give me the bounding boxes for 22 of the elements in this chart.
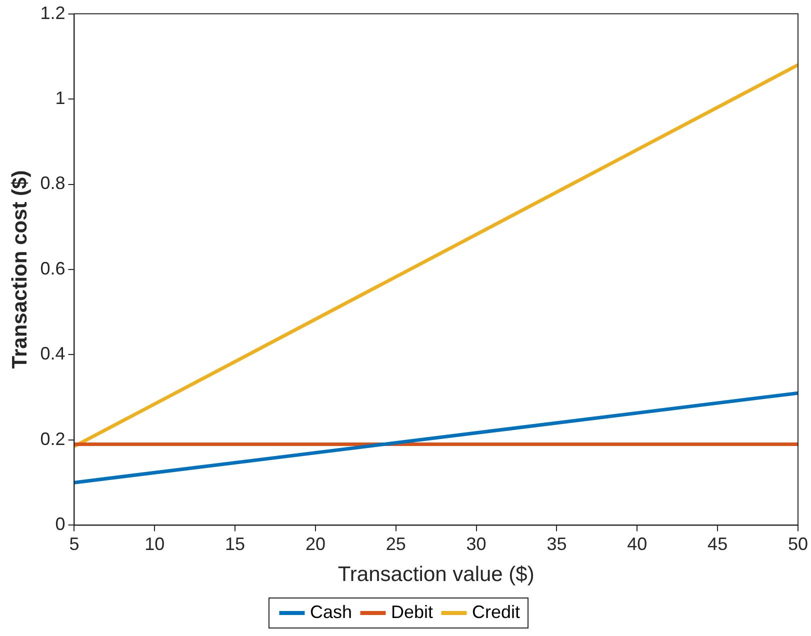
legend-label: Debit [390, 602, 434, 622]
x-tick-label: 20 [305, 534, 326, 554]
legend-label: Cash [310, 602, 352, 622]
y-tick-label: 1 [55, 88, 66, 108]
y-tick-label: 1.2 [40, 2, 66, 23]
x-tick-label: 5 [69, 534, 80, 554]
x-axis-title: Transaction value ($) [338, 563, 534, 586]
y-tick-label: 0 [55, 514, 66, 534]
x-tick-label: 15 [225, 534, 246, 554]
x-tick-label: 30 [466, 534, 486, 554]
y-tick-label: 0.6 [40, 258, 66, 278]
x-tick-label: 40 [627, 534, 648, 554]
x-tick-label: 25 [386, 534, 406, 554]
y-axis-title: Transaction cost ($) [8, 170, 32, 369]
x-tick-label: 45 [708, 534, 728, 554]
x-tick-label: 35 [546, 534, 567, 554]
y-tick-label: 0.2 [40, 428, 66, 449]
legend-label: Credit [472, 602, 520, 622]
x-tick-label: 50 [788, 534, 808, 554]
y-tick-label: 0.4 [40, 344, 66, 364]
x-tick-label: 10 [144, 534, 165, 554]
y-tick-label: 0.8 [40, 173, 66, 194]
